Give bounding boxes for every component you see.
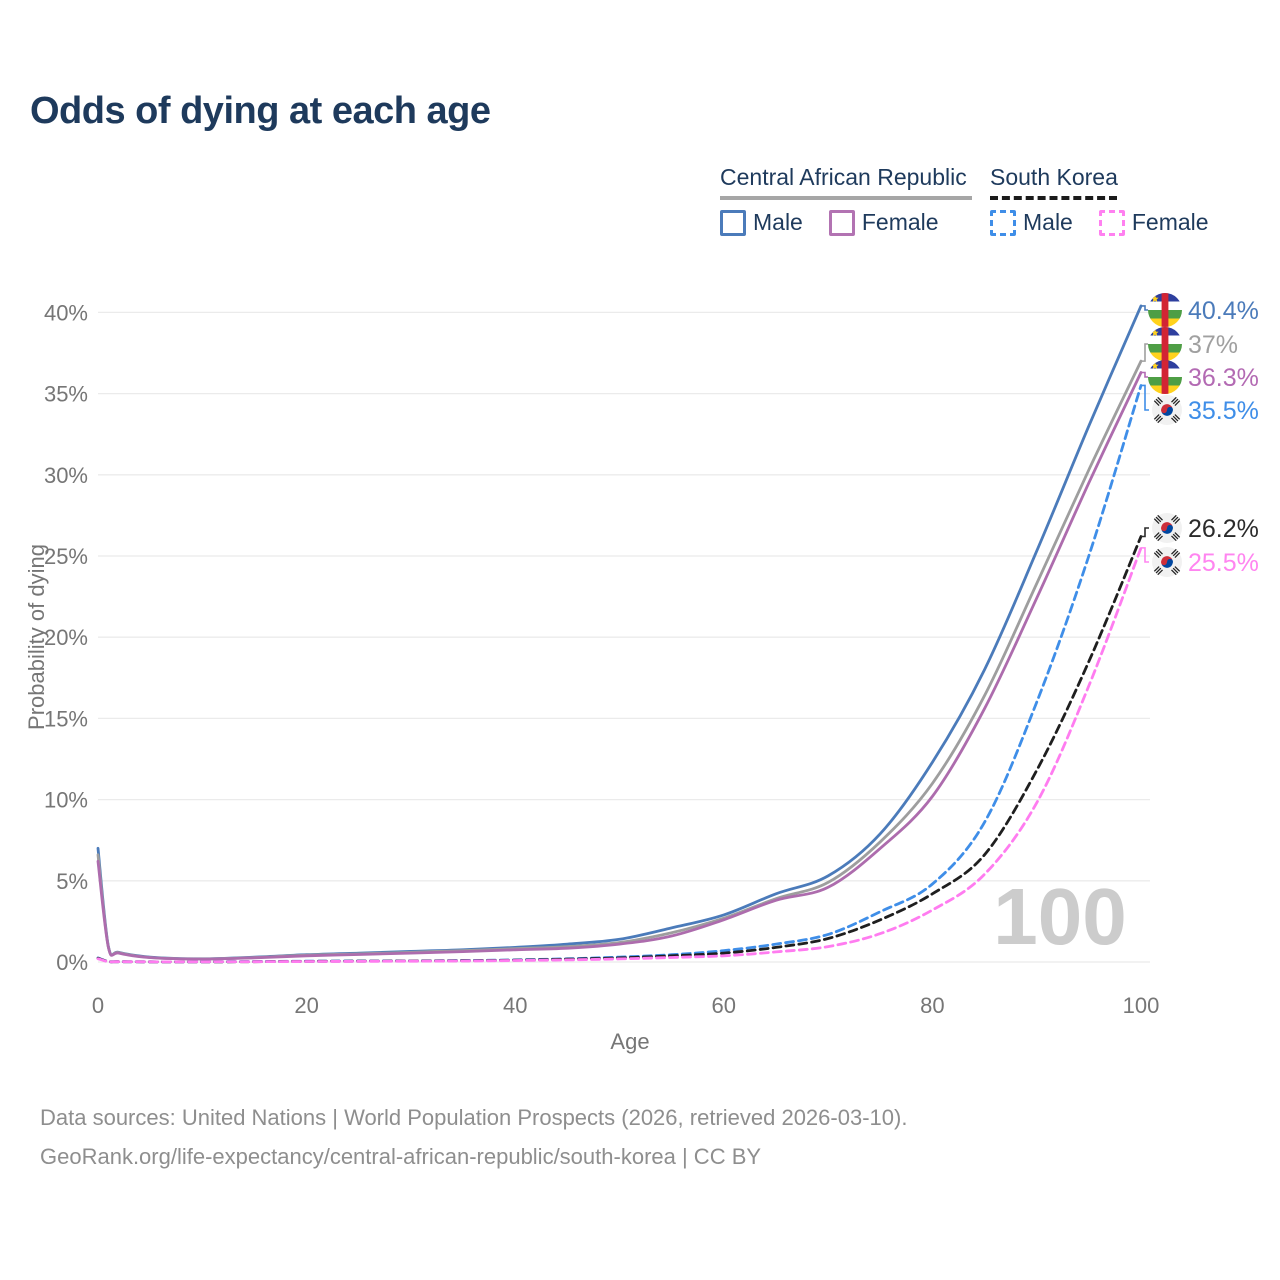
plot-hover-area[interactable] xyxy=(98,300,1150,964)
car-male-swatch-icon xyxy=(720,209,746,236)
legend-item-kr-male[interactable]: Male xyxy=(990,209,1073,236)
kr-flag-icon xyxy=(1152,395,1182,425)
data-sources-footer: Data sources: United Nations | World Pop… xyxy=(40,1098,907,1176)
label-connector xyxy=(1141,343,1149,362)
end-value-label: 40.4% xyxy=(1188,297,1259,325)
source-line: Data sources: United Nations | World Pop… xyxy=(40,1105,908,1130)
kr-flag-icon xyxy=(1152,513,1182,543)
legend-item-label: Male xyxy=(1023,209,1073,235)
y-tick-label: 15% xyxy=(44,706,88,731)
attribution-line: GeoRank.org/life-expectancy/central-afri… xyxy=(40,1144,762,1169)
end-value-label: 25.5% xyxy=(1188,549,1259,577)
car-flag-icon xyxy=(1148,293,1182,327)
x-tick-label: 40 xyxy=(503,993,527,1018)
kr-male-swatch-icon xyxy=(990,209,1016,236)
label-connector xyxy=(1141,371,1149,378)
legend-item-car-female[interactable]: Female xyxy=(828,209,939,236)
y-tick-label: 25% xyxy=(44,544,88,569)
series-line-central-african-republic-female xyxy=(96,371,1143,961)
legend-group-title: Central African Republic xyxy=(720,164,972,200)
legend-item-label: Male xyxy=(753,209,803,235)
label-connector xyxy=(1141,547,1149,563)
page-title: Odds of dying at each age xyxy=(30,90,491,132)
car-flag-icon xyxy=(1148,360,1182,394)
end-value-label: 36.3% xyxy=(1188,364,1259,392)
y-tick-label: 30% xyxy=(44,463,88,488)
legend-item-kr-female[interactable]: Female xyxy=(1098,209,1209,236)
legend-item-label: Female xyxy=(861,209,939,235)
end-value-label: 26.2% xyxy=(1188,515,1259,543)
x-tick-label: 20 xyxy=(294,993,318,1018)
label-connector xyxy=(1141,527,1149,538)
x-tick-label: 0 xyxy=(92,993,104,1018)
hover-age-watermark: 100 xyxy=(993,872,1126,961)
legend-group-south-korea: South Korea Male Female xyxy=(990,164,1209,236)
x-axis-title: Age xyxy=(610,1029,649,1054)
x-tick-label: 80 xyxy=(920,993,944,1018)
y-tick-label: 20% xyxy=(44,625,88,650)
y-tick-label: 0% xyxy=(56,950,88,975)
legend-item-car-male[interactable]: Male xyxy=(720,209,803,236)
car-flag-icon xyxy=(1148,327,1182,361)
series-line-south-korea-female xyxy=(96,546,1143,964)
end-value-label: 35.5% xyxy=(1188,397,1259,425)
legend-item-label: Female xyxy=(1131,209,1209,235)
y-tick-label: 10% xyxy=(44,788,88,813)
legend-group-title: South Korea xyxy=(990,164,1118,200)
y-tick-label: 35% xyxy=(44,382,88,407)
end-value-label: 37% xyxy=(1188,331,1238,359)
y-axis-title: Probability of dying xyxy=(24,544,49,730)
kr-flag-icon xyxy=(1152,547,1182,577)
label-connector xyxy=(1141,384,1149,411)
y-tick-label: 5% xyxy=(56,869,88,894)
legend-group-central-african-republic: Central African Republic Male Female xyxy=(720,164,972,236)
label-connector xyxy=(1141,305,1149,311)
kr-female-swatch-icon xyxy=(1098,209,1125,236)
x-tick-label: 100 xyxy=(1123,993,1160,1018)
x-tick-label: 60 xyxy=(712,993,736,1018)
car-female-swatch-icon xyxy=(828,209,855,236)
y-tick-label: 40% xyxy=(44,300,88,325)
